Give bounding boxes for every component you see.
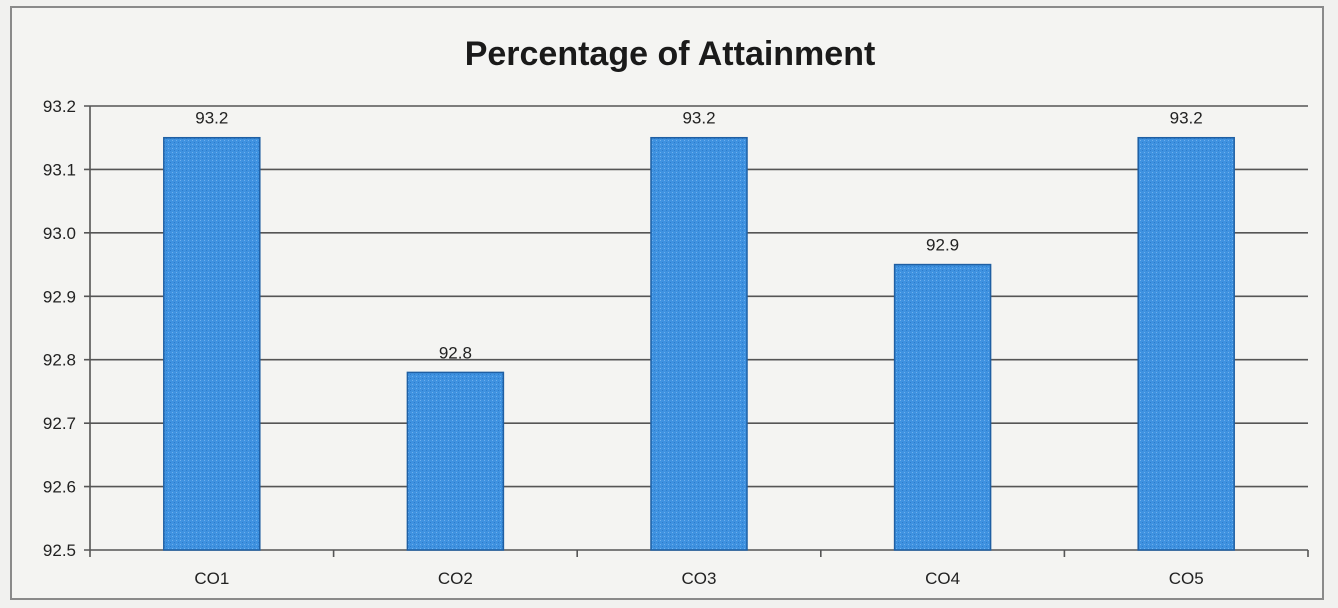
y-tick-label: 93.1 <box>43 160 76 179</box>
data-label-co2: 92.8 <box>439 343 472 362</box>
y-tick-label: 93.2 <box>43 97 76 116</box>
data-label-co3: 93.2 <box>682 109 715 128</box>
x-category-label: CO4 <box>925 569 960 588</box>
y-tick-label: 92.6 <box>43 478 76 497</box>
x-category-label: CO2 <box>438 569 473 588</box>
bar-co3 <box>650 136 748 551</box>
chart-frame: Percentage of Attainment 92.5 92.6 92.7 92.… <box>10 6 1324 600</box>
bar-co1 <box>163 136 261 551</box>
data-label-co4: 92.9 <box>926 236 959 255</box>
y-tick-label: 92.5 <box>43 541 76 560</box>
x-axis-categories: CO1 CO2 CO3 CO4 CO5 <box>194 569 1203 588</box>
y-tick-label: 92.9 <box>43 287 76 306</box>
x-category-label: CO1 <box>194 569 229 588</box>
bars <box>163 136 1235 551</box>
bar-co2 <box>406 371 505 551</box>
chart-title: Percentage of Attainment <box>465 35 876 73</box>
bar-co5 <box>1137 136 1235 551</box>
data-label-co5: 93.2 <box>1170 109 1203 128</box>
x-category-label: CO3 <box>682 569 717 588</box>
y-axis-ticks: 92.5 92.6 92.7 92.8 92.9 93.0 93.1 93.2 <box>43 97 76 560</box>
y-tick-label: 92.8 <box>43 351 76 370</box>
y-tick-label: 93.0 <box>43 224 76 243</box>
y-tick-label: 92.7 <box>43 414 76 433</box>
data-labels: 93.2 92.8 93.2 92.9 93.2 <box>195 109 1202 363</box>
x-category-label: CO5 <box>1169 569 1204 588</box>
bar-co4 <box>893 263 992 551</box>
data-label-co1: 93.2 <box>195 109 228 128</box>
bar-chart: Percentage of Attainment 92.592.692.792.… <box>43 35 1309 588</box>
